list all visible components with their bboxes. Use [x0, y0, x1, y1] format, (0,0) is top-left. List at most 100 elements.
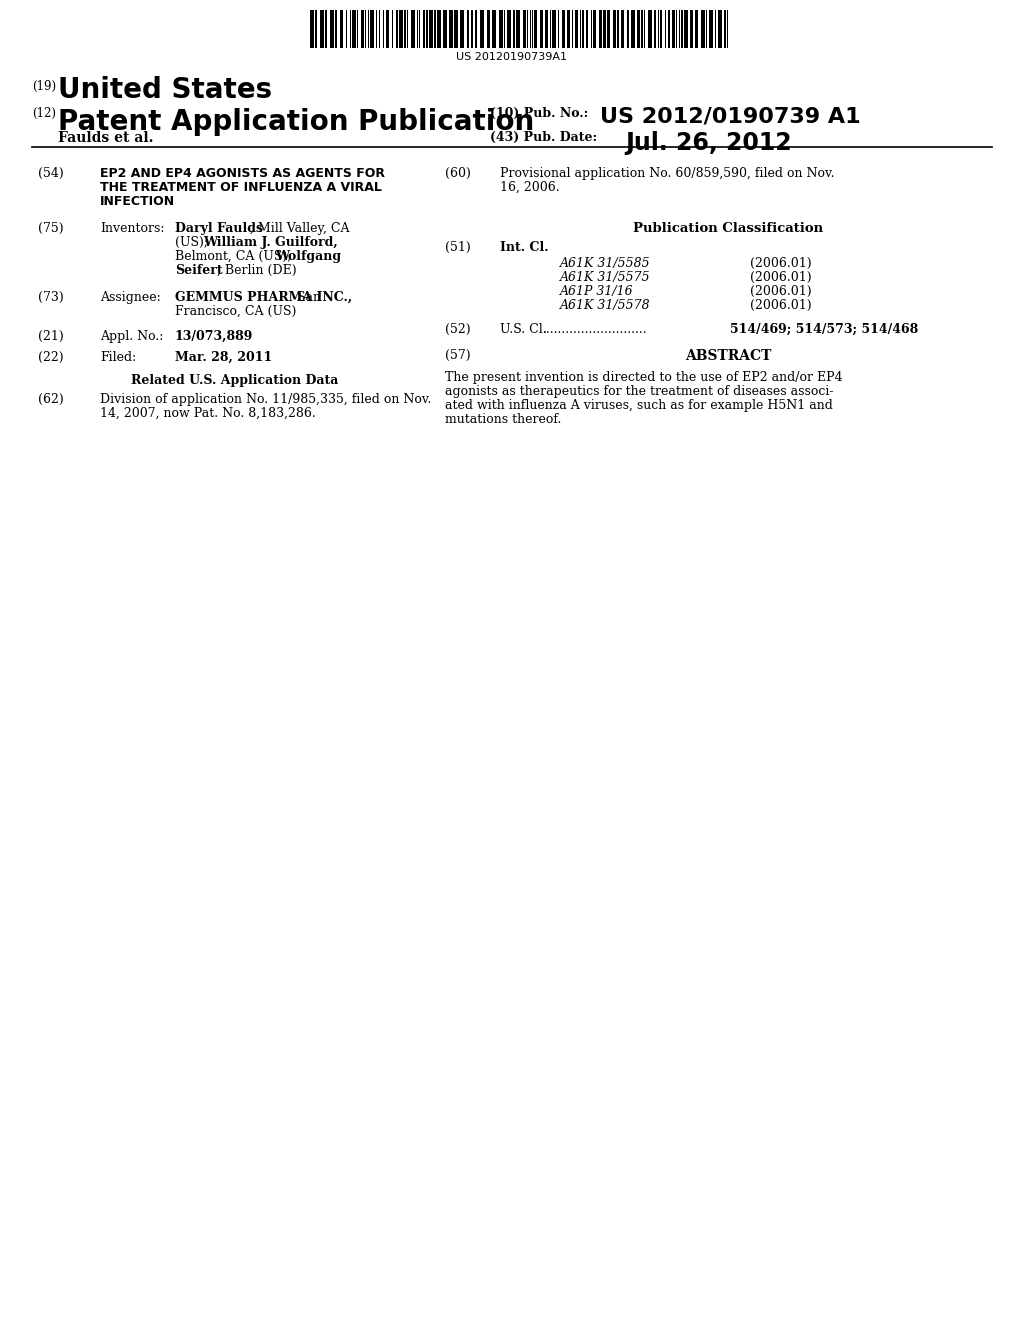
Bar: [534, 11, 537, 48]
Text: ABSTRACT: ABSTRACT: [685, 348, 771, 363]
Bar: [586, 11, 588, 48]
Text: (2006.01): (2006.01): [750, 257, 812, 271]
Text: Francisco, CA (US): Francisco, CA (US): [175, 305, 296, 318]
Bar: [426, 11, 428, 48]
Bar: [480, 11, 484, 48]
Bar: [315, 11, 317, 48]
Text: San: San: [293, 290, 321, 304]
Bar: [352, 11, 356, 48]
Bar: [690, 11, 693, 48]
Bar: [471, 11, 473, 48]
Bar: [607, 11, 610, 48]
Text: Publication Classification: Publication Classification: [633, 222, 823, 235]
Bar: [562, 11, 565, 48]
Bar: [423, 11, 425, 48]
Text: (43) Pub. Date:: (43) Pub. Date:: [490, 131, 597, 144]
Text: Belmont, CA (US);: Belmont, CA (US);: [175, 249, 296, 263]
Text: Division of application No. 11/985,335, filed on Nov.: Division of application No. 11/985,335, …: [100, 393, 431, 407]
Bar: [641, 11, 643, 48]
Text: 14, 2007, now Pat. No. 8,183,286.: 14, 2007, now Pat. No. 8,183,286.: [100, 407, 315, 420]
Text: A61K 31/5578: A61K 31/5578: [560, 300, 650, 312]
Bar: [330, 11, 334, 48]
Text: (19): (19): [32, 81, 56, 92]
Bar: [399, 11, 403, 48]
Text: Int. Cl.: Int. Cl.: [500, 242, 549, 253]
Text: (57): (57): [445, 348, 471, 362]
Text: 16, 2006.: 16, 2006.: [500, 181, 560, 194]
Bar: [540, 11, 543, 48]
Text: (10) Pub. No.:: (10) Pub. No.:: [490, 107, 588, 120]
Bar: [454, 11, 458, 48]
Text: US 2012/0190739 A1: US 2012/0190739 A1: [600, 107, 860, 127]
Bar: [487, 11, 490, 48]
Bar: [637, 11, 640, 48]
Text: Appl. No.:: Appl. No.:: [100, 330, 164, 343]
Text: 13/073,889: 13/073,889: [175, 330, 253, 343]
Text: (75): (75): [38, 222, 63, 235]
Bar: [718, 11, 722, 48]
Text: (21): (21): [38, 330, 63, 343]
Bar: [567, 11, 570, 48]
Text: (62): (62): [38, 393, 63, 407]
Text: THE TREATMENT OF INFLUENZA A VIRAL: THE TREATMENT OF INFLUENZA A VIRAL: [100, 181, 382, 194]
Bar: [499, 11, 503, 48]
Text: agonists as therapeutics for the treatment of diseases associ-: agonists as therapeutics for the treatme…: [445, 385, 834, 399]
Text: ated with influenza A viruses, such as for example H5N1 and: ated with influenza A viruses, such as f…: [445, 399, 833, 412]
Text: (12): (12): [32, 107, 56, 120]
Bar: [437, 11, 441, 48]
Text: , Berlin (DE): , Berlin (DE): [217, 264, 297, 277]
Bar: [523, 11, 526, 48]
Bar: [310, 11, 314, 48]
Text: Jul. 26, 2012: Jul. 26, 2012: [625, 131, 792, 154]
Text: Provisional application No. 60/859,590, filed on Nov.: Provisional application No. 60/859,590, …: [500, 168, 835, 180]
Bar: [434, 11, 436, 48]
Bar: [575, 11, 578, 48]
Bar: [404, 11, 406, 48]
Text: (73): (73): [38, 290, 63, 304]
Bar: [370, 11, 374, 48]
Text: EP2 AND EP4 AGONISTS AS AGENTS FOR: EP2 AND EP4 AGONISTS AS AGENTS FOR: [100, 168, 385, 180]
Bar: [325, 11, 327, 48]
Text: (52): (52): [445, 323, 471, 337]
Bar: [599, 11, 602, 48]
Bar: [361, 11, 364, 48]
Text: Faulds et al.: Faulds et al.: [58, 131, 154, 145]
Bar: [516, 11, 520, 48]
Bar: [545, 11, 548, 48]
Text: (2006.01): (2006.01): [750, 285, 812, 298]
Bar: [507, 11, 511, 48]
Text: (60): (60): [445, 168, 471, 180]
Text: Daryl Faulds: Daryl Faulds: [175, 222, 263, 235]
Text: (2006.01): (2006.01): [750, 271, 812, 284]
Text: (54): (54): [38, 168, 63, 180]
Bar: [492, 11, 496, 48]
Text: U.S. Cl.: U.S. Cl.: [500, 323, 547, 337]
Text: (51): (51): [445, 242, 471, 253]
Bar: [429, 11, 433, 48]
Bar: [660, 11, 662, 48]
Bar: [631, 11, 635, 48]
Text: The present invention is directed to the use of EP2 and/or EP4: The present invention is directed to the…: [445, 371, 843, 384]
Bar: [621, 11, 624, 48]
Text: Seifert: Seifert: [175, 264, 222, 277]
Bar: [654, 11, 656, 48]
Text: United States: United States: [58, 77, 272, 104]
Text: Wolfgang: Wolfgang: [275, 249, 341, 263]
Bar: [603, 11, 606, 48]
Bar: [460, 11, 464, 48]
Text: William J. Guilford,: William J. Guilford,: [203, 236, 338, 249]
Text: mutations thereof.: mutations thereof.: [445, 413, 561, 426]
Bar: [648, 11, 652, 48]
Bar: [396, 11, 398, 48]
Bar: [709, 11, 713, 48]
Text: A61K 31/5585: A61K 31/5585: [560, 257, 650, 271]
Text: (2006.01): (2006.01): [750, 300, 812, 312]
Bar: [340, 11, 343, 48]
Bar: [668, 11, 670, 48]
Text: GEMMUS PHARMA INC.,: GEMMUS PHARMA INC.,: [175, 290, 352, 304]
Bar: [335, 11, 337, 48]
Bar: [617, 11, 618, 48]
Text: Assignee:: Assignee:: [100, 290, 161, 304]
Bar: [582, 11, 584, 48]
Text: A61K 31/5575: A61K 31/5575: [560, 271, 650, 284]
